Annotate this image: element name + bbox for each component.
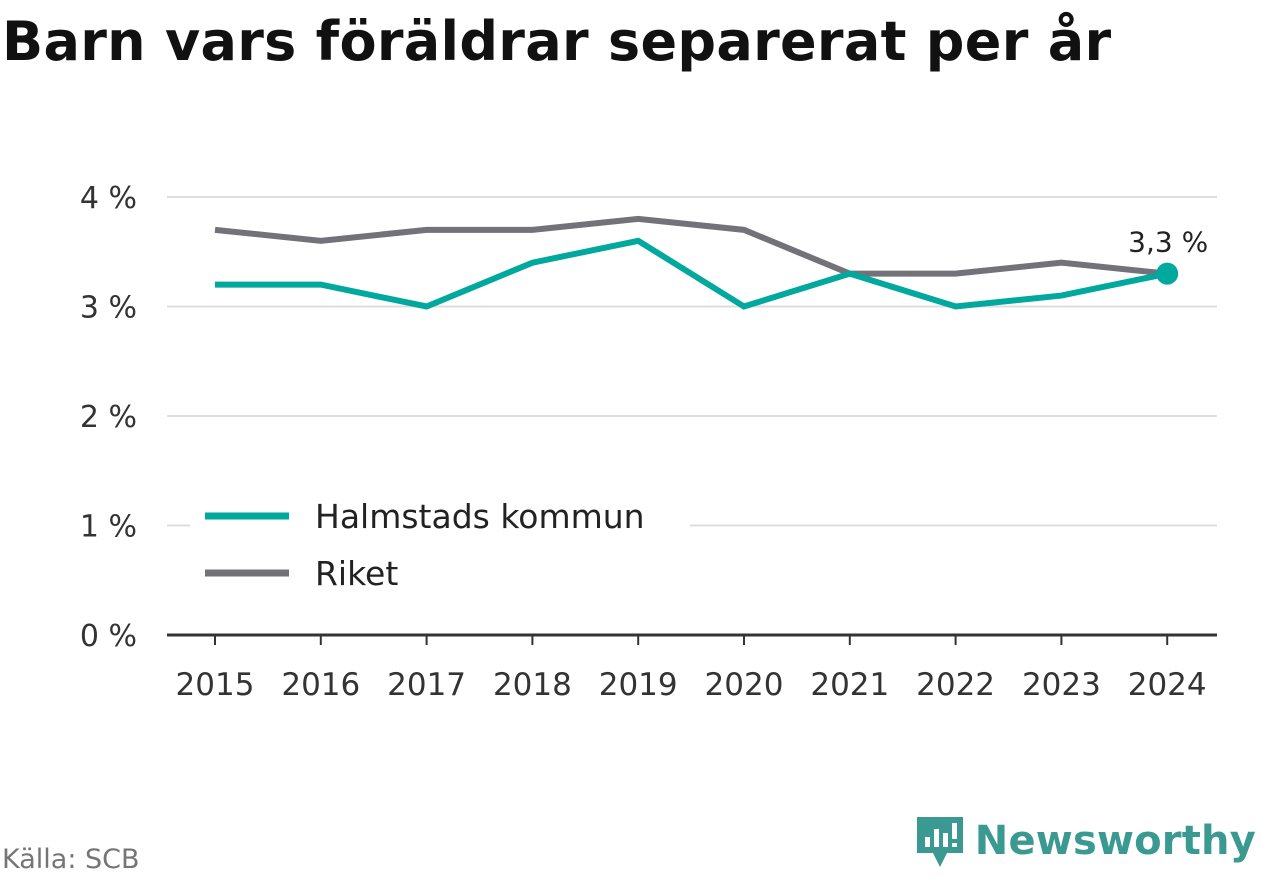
x-tick-label: 2018 — [493, 667, 572, 703]
x-tick-label: 2023 — [1022, 667, 1101, 703]
legend-background — [190, 490, 690, 600]
gridlines — [167, 196, 1217, 527]
y-tick-label: 1 % — [80, 510, 137, 545]
series-line-riket — [214, 215, 1168, 277]
end-point-marker — [1156, 262, 1179, 285]
brand-name: Newsworthy — [974, 818, 1256, 864]
y-tick-label: 2 % — [80, 400, 137, 435]
x-tick-label: 2015 — [176, 667, 255, 703]
x-tick-label: 2016 — [281, 667, 360, 703]
x-tick-label: 2019 — [599, 667, 678, 703]
end-value-label: 3,3 % — [1128, 226, 1208, 259]
x-tick-label: 2017 — [387, 667, 466, 703]
legend-label: Riket — [315, 554, 398, 593]
legend-label: Halmstads kommun — [315, 497, 645, 536]
legend: Halmstads kommun Riket — [190, 490, 690, 600]
x-tick-label: 2020 — [705, 667, 784, 703]
y-tick-label: 3 % — [80, 291, 137, 326]
annotation: 3,3 % — [1128, 226, 1208, 285]
newsworthy-logo-icon — [916, 817, 963, 867]
series-lines — [214, 215, 1168, 310]
y-tick-label: 0 % — [80, 619, 137, 654]
x-tick-label: 2021 — [810, 667, 889, 703]
y-axis-ticks: 0 % 1 % 2 % 3 % 4 % — [80, 181, 137, 654]
series-line-halmstad — [215, 237, 1168, 310]
brand: Newsworthy — [915, 813, 1256, 869]
chart-title: Barn vars föräldrar separerat per år — [2, 10, 1112, 73]
y-tick-label: 4 % — [80, 181, 137, 216]
source-note: Källa: SCB — [2, 844, 140, 875]
x-tick-label: 2022 — [916, 667, 995, 703]
x-axis: 2015 2016 2017 2018 2019 2020 2021 2022 2023 2024 — [167, 633, 1217, 703]
x-tick-label: 2024 — [1128, 667, 1207, 703]
